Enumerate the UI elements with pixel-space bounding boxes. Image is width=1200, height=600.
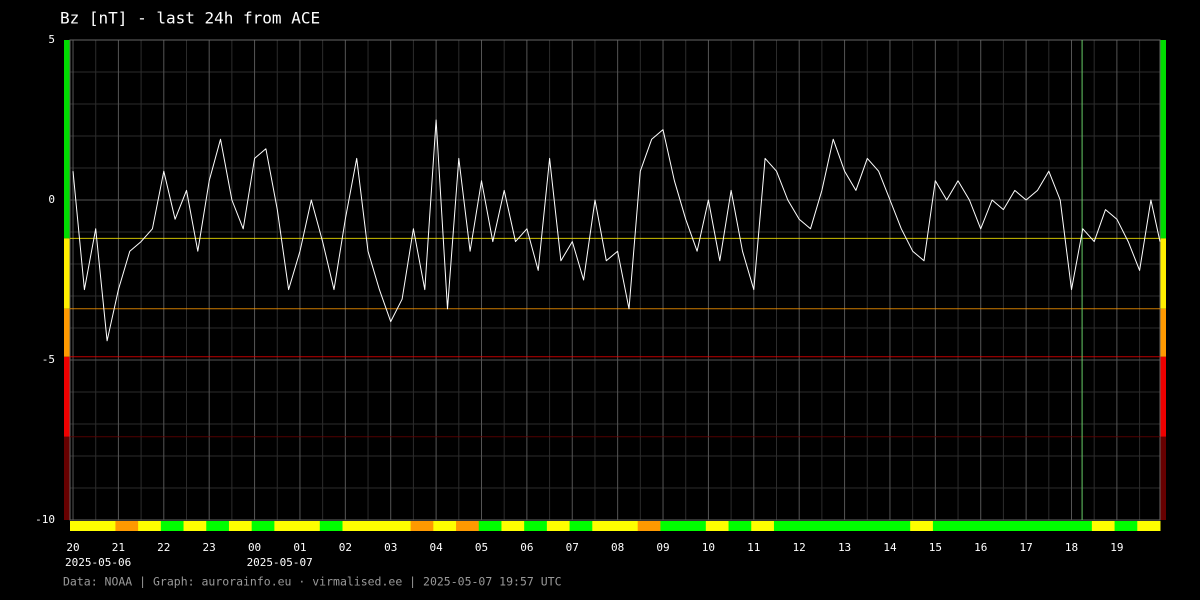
status-segment [637,521,661,531]
x-tick-label: 14 [883,541,897,554]
status-segment [160,521,185,531]
x-tick-label: 15 [929,541,942,554]
status-segment [478,521,502,531]
status-segment [864,521,888,531]
status-segment [387,521,412,531]
level-band [64,436,70,520]
status-segment [92,521,116,531]
x-tick-label: 11 [747,541,760,554]
x-tick-label: 17 [1019,541,1032,554]
level-band [1160,436,1166,520]
date-label: 2025-05-06 [65,556,131,569]
x-tick-label: 10 [702,541,715,554]
level-band [64,238,70,309]
status-segment [138,521,162,531]
y-tick-label: -10 [35,513,55,526]
x-tick-label: 20 [66,541,79,554]
level-band [1160,356,1166,437]
status-segment [433,521,457,531]
level-band [64,40,70,239]
x-tick-label: 03 [384,541,397,554]
status-segment [773,521,798,531]
x-tick-label: 18 [1065,541,1078,554]
status-segment [342,521,366,531]
status-segment [319,521,343,531]
status-segment [1023,521,1047,531]
status-segment [1069,521,1093,531]
status-segment [70,521,94,531]
status-segment [228,521,253,531]
status-segment [705,521,730,531]
y-tick-label: -5 [42,353,55,366]
y-tick-label: 5 [48,33,55,46]
status-segment [796,521,820,531]
status-segment [932,521,957,531]
status-segment [592,521,616,531]
status-segment [410,521,434,531]
status-segment [1137,521,1161,531]
status-segment [115,521,139,531]
status-segment [751,521,775,531]
status-segment [546,521,571,531]
x-tick-label: 02 [339,541,352,554]
status-segment [683,521,707,531]
x-tick-label: 23 [203,541,216,554]
x-tick-label: 07 [566,541,579,554]
level-band [1160,40,1166,239]
x-tick-label: 16 [974,541,987,554]
status-segment [978,521,1002,531]
status-segment [955,521,979,531]
status-segment [1001,521,1025,531]
status-segment [365,521,389,531]
x-tick-label: 22 [157,541,170,554]
x-tick-label: 21 [112,541,125,554]
status-segment [456,521,480,531]
status-segment [251,521,275,531]
status-segment [887,521,911,531]
status-segment [1091,521,1116,531]
x-tick-label: 08 [611,541,624,554]
chart-title: Bz [nT] - last 24h from ACE [60,9,320,28]
x-tick-label: 05 [475,541,488,554]
date-label: 2025-05-07 [247,556,313,569]
status-segment [842,521,866,531]
x-tick-label: 19 [1110,541,1123,554]
x-tick-label: 04 [429,541,443,554]
status-segment [206,521,230,531]
y-tick-label: 0 [48,193,55,206]
level-band [1160,308,1166,357]
status-segment [274,521,298,531]
status-segment [910,521,934,531]
status-segment [819,521,843,531]
footer: Data: NOAA | Graph: aurorainfo.eu · virm… [63,575,562,589]
x-tick-label: 13 [838,541,851,554]
x-tick-label: 00 [248,541,261,554]
x-tick-label: 06 [520,541,533,554]
x-tick-label: 01 [293,541,306,554]
plot-frame [69,39,1161,521]
level-band [64,356,70,437]
status-segment [501,521,525,531]
bz-line [72,119,1161,342]
x-tick-label: 12 [793,541,806,554]
status-segment [297,521,321,531]
level-band [64,308,70,357]
status-segment [660,521,684,531]
x-tick-label: 09 [656,541,669,554]
status-segment [183,521,207,531]
status-segment [1114,521,1138,531]
status-segment [1046,521,1070,531]
level-band [1160,238,1166,309]
status-segment [728,521,752,531]
status-segment [615,521,639,531]
status-segment [569,521,593,531]
status-segment [524,521,548,531]
